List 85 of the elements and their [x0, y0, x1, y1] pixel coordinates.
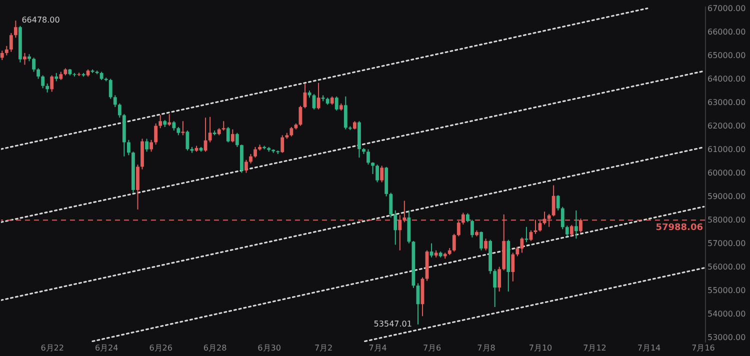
candlestick — [529, 230, 533, 242]
x-tick-label: 6月30 — [258, 344, 281, 352]
candlestick — [565, 225, 569, 237]
candlestick — [574, 210, 578, 240]
candlestick — [249, 154, 252, 164]
x-tick-label: 7月16 — [692, 344, 715, 352]
candlestick — [150, 139, 153, 152]
candlestick — [556, 194, 560, 211]
candlestick — [560, 206, 564, 230]
y-tick-label: 53000.00 — [708, 332, 746, 342]
candlestick — [493, 268, 497, 308]
candlestick — [181, 120, 185, 136]
candlestick — [290, 126, 294, 137]
y-tick-label: 64000.00 — [708, 74, 746, 84]
candlestick — [280, 134, 284, 154]
candlestick — [376, 164, 379, 183]
y-tick-label: 65000.00 — [708, 50, 746, 60]
candlestick — [50, 74, 54, 92]
annotation: 66478.00 — [22, 16, 60, 25]
y-tick-label: 63000.00 — [708, 98, 746, 107]
candlestick — [154, 122, 158, 146]
candlestick — [118, 103, 122, 118]
candlestick — [230, 128, 234, 143]
candlestick — [9, 32, 13, 52]
x-tick-label: 7月8 — [477, 344, 496, 352]
x-tick-label: 7月2 — [314, 344, 333, 352]
x-tick-label: 7月12 — [583, 344, 606, 352]
y-tick-label: 57000.00 — [708, 238, 746, 248]
candlestick — [23, 52, 26, 66]
candlestick — [208, 116, 212, 143]
y-tick-label: 55000.00 — [708, 286, 746, 295]
candlestick — [520, 236, 524, 254]
candlestick — [552, 184, 556, 217]
x-tick-label: 6月22 — [40, 344, 64, 352]
candlestick — [4, 45, 8, 56]
y-tick-label: 56000.00 — [708, 262, 746, 272]
x-tick-label: 6月28 — [203, 344, 227, 352]
candlestick — [570, 224, 574, 237]
annotation: 53547.01 — [374, 319, 412, 328]
candlestick — [113, 94, 117, 108]
y-tick-label: 54000.00 — [708, 309, 746, 318]
ref-line-label: 57988.06 — [656, 223, 703, 234]
candlestick — [158, 114, 162, 129]
x-tick-label: 7月4 — [368, 344, 387, 352]
y-tick-label: 67000.00 — [708, 4, 746, 13]
candlestick — [452, 233, 456, 252]
candlestick — [366, 148, 370, 166]
candlestick — [344, 96, 348, 130]
candlestick — [511, 252, 515, 282]
candlestick — [14, 20, 18, 38]
candlestick — [235, 132, 239, 148]
candlestick — [484, 238, 488, 251]
y-tick-label: 60000.00 — [708, 168, 746, 178]
x-tick-label: 7月14 — [637, 344, 661, 352]
y-tick-label: 59000.00 — [708, 192, 746, 201]
x-tick-label: 7月6 — [422, 344, 442, 352]
candlestick — [480, 231, 483, 251]
candlestick — [389, 192, 393, 218]
candlestick — [108, 78, 112, 100]
candlestick — [334, 96, 338, 112]
candlestick — [36, 68, 40, 80]
x-tick-label: 6月26 — [149, 344, 172, 352]
candlestick — [126, 139, 130, 156]
y-tick-label: 66000.00 — [708, 27, 746, 36]
candlestick — [172, 120, 176, 132]
candlestick — [222, 120, 226, 132]
candlestick — [244, 159, 248, 174]
candlestick — [498, 266, 502, 292]
y-tick-label: 62000.00 — [708, 121, 746, 130]
y-tick-label: 61000.00 — [708, 144, 746, 154]
candlestick — [524, 226, 528, 243]
candlestick — [136, 164, 140, 210]
x-tick-label: 7月10 — [528, 344, 552, 352]
candlestick — [470, 219, 474, 238]
candlestick — [41, 74, 45, 89]
candlestick — [32, 57, 36, 72]
candlestick — [0, 50, 4, 61]
candlestick — [145, 138, 148, 152]
candlestick — [394, 210, 398, 246]
candlestick — [226, 126, 230, 143]
candlestick — [254, 146, 257, 158]
x-tick-label: 6月24 — [94, 344, 118, 352]
y-tick-label: 58000.00 — [708, 215, 746, 224]
candlestick — [516, 246, 520, 257]
candlestick — [380, 165, 384, 183]
